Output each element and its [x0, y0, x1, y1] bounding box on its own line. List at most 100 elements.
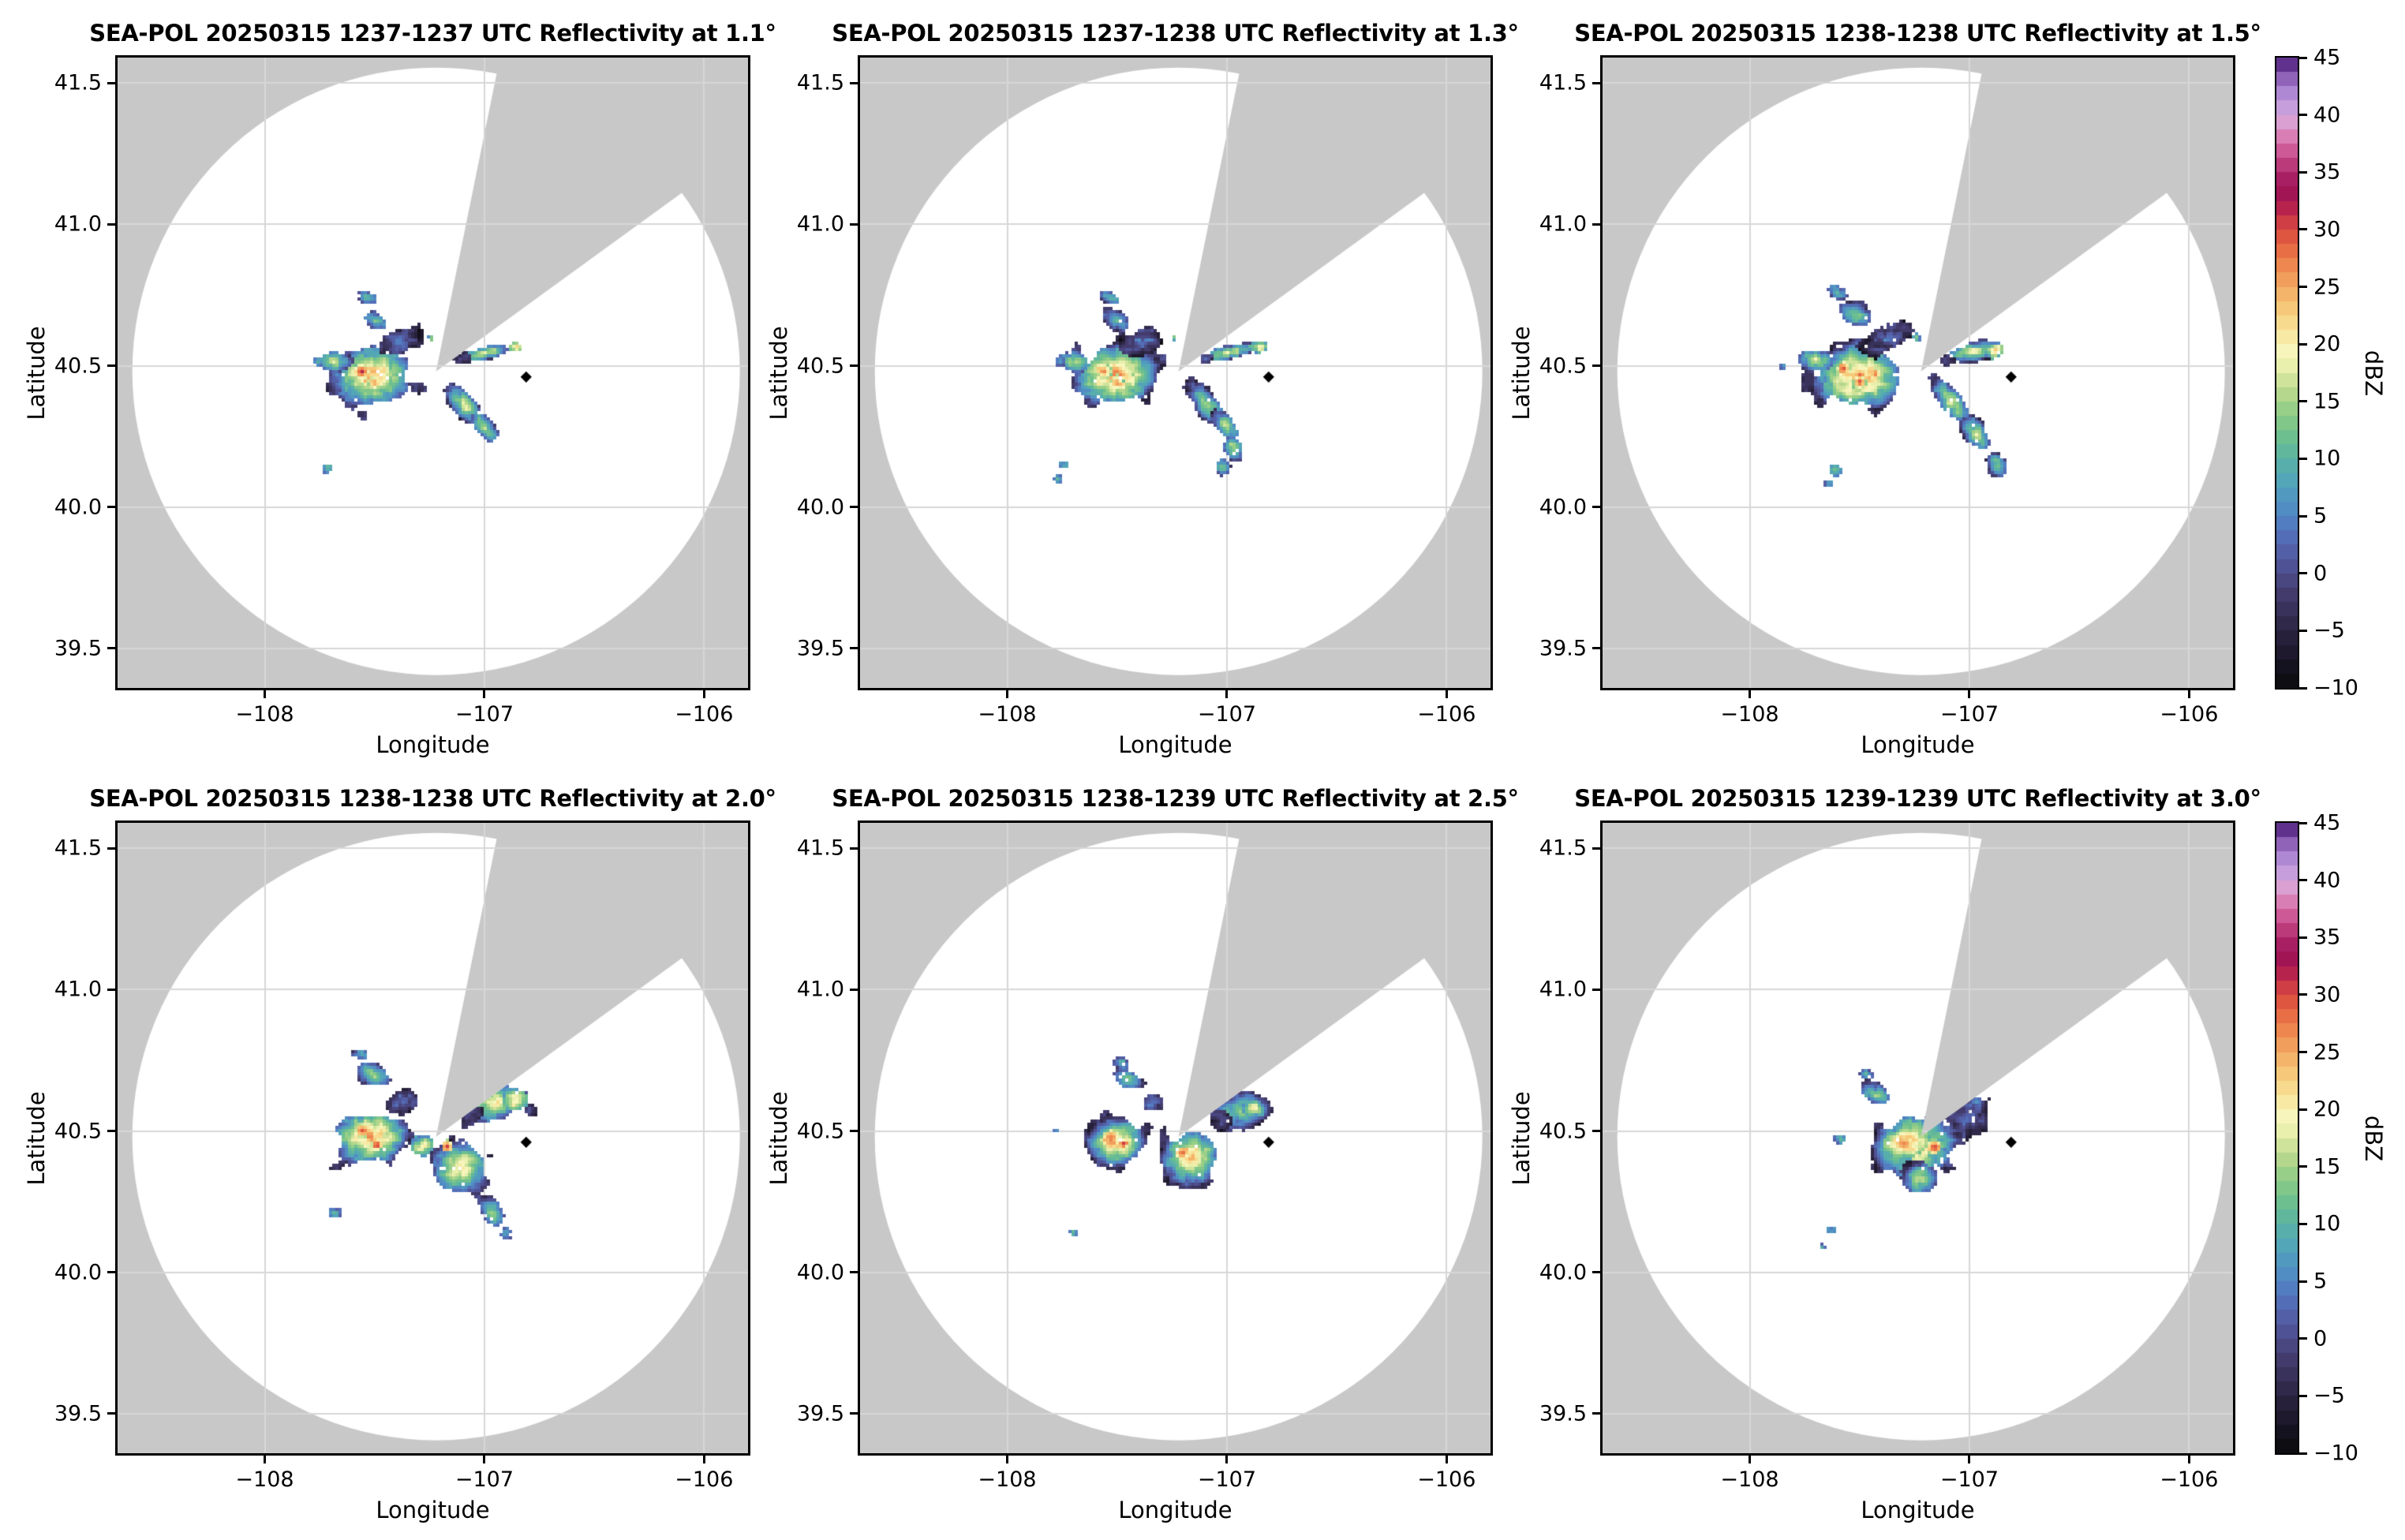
colorbar-tick-label: 35 — [2313, 925, 2341, 950]
colorbar-tick-mark — [2299, 1051, 2307, 1054]
colorbar-tick-label: 25 — [2313, 275, 2341, 300]
y-tick-mark — [850, 988, 858, 991]
colorbar-tick-mark — [2299, 879, 2307, 882]
colorbar-tick-mark — [2299, 821, 2307, 824]
x-tick-label: −106 — [1417, 702, 1476, 727]
colorbar-tick-label: 45 — [2313, 810, 2341, 835]
x-tick-mark — [702, 1456, 705, 1463]
y-tick-mark — [107, 1412, 115, 1415]
y-tick-mark — [850, 506, 858, 509]
y-tick-label: 39.5 — [54, 1401, 102, 1426]
y-tick-mark — [1592, 364, 1600, 368]
colorbar-tick-mark — [2299, 1337, 2307, 1340]
x-tick-mark — [1445, 690, 1448, 698]
y-tick-label: 40.5 — [1539, 1119, 1587, 1144]
y-tick-label: 41.5 — [54, 70, 102, 95]
x-tick-mark — [1968, 1456, 1971, 1463]
x-tick-mark — [1445, 1456, 1448, 1463]
y-tick-label: 41.0 — [54, 211, 102, 237]
colorbar-tick-mark — [2299, 1108, 2307, 1111]
panel-title: SEA-POL 20250315 1239-1239 UTC Reflectiv… — [1574, 785, 2261, 812]
x-tick-label: −106 — [2160, 702, 2219, 727]
panel-title: SEA-POL 20250315 1238-1239 UTC Reflectiv… — [832, 785, 1519, 812]
y-tick-mark — [1592, 1271, 1600, 1274]
x-tick-mark — [264, 1456, 267, 1463]
x-tick-label: −106 — [675, 1467, 734, 1492]
x-tick-mark — [1225, 690, 1229, 698]
x-axis-label: Longitude — [1118, 731, 1232, 758]
y-axis-label: Latitude — [23, 1090, 50, 1186]
y-tick-label: 41.0 — [1539, 211, 1587, 237]
radar-ppi-canvas-4 — [118, 823, 748, 1453]
x-tick-label: −106 — [2160, 1467, 2219, 1492]
y-tick-mark — [850, 364, 858, 368]
colorbar-tick-label: 30 — [2313, 982, 2341, 1007]
colorbar-tick-mark — [2299, 400, 2307, 403]
colorbar-tick-label: 15 — [2313, 389, 2341, 414]
colorbar-tick-mark — [2299, 170, 2307, 174]
colorbar-tick-label: 25 — [2313, 1040, 2341, 1065]
y-tick-label: 39.5 — [796, 1401, 844, 1426]
colorbar — [2275, 821, 2299, 1455]
y-tick-mark — [850, 647, 858, 650]
panel-title: SEA-POL 20250315 1238-1238 UTC Reflectiv… — [1574, 20, 2261, 47]
colorbar-tick-label: 5 — [2313, 1269, 2328, 1294]
x-tick-mark — [1006, 690, 1009, 698]
y-tick-label: 40.0 — [796, 495, 844, 520]
plot-area — [858, 55, 1493, 690]
x-tick-label: −108 — [978, 1467, 1037, 1492]
y-axis-label: Latitude — [765, 1090, 792, 1186]
colorbar-tick-mark — [2299, 342, 2307, 346]
x-tick-label: −107 — [1197, 702, 1257, 727]
y-tick-mark — [107, 647, 115, 650]
x-tick-label: −107 — [454, 1467, 514, 1492]
y-tick-mark — [107, 988, 115, 991]
y-tick-mark — [850, 1130, 858, 1133]
y-tick-label: 41.5 — [796, 835, 844, 861]
y-tick-mark — [850, 1412, 858, 1415]
y-tick-mark — [107, 364, 115, 368]
colorbar-tick-mark — [2299, 1394, 2307, 1397]
x-axis-label: Longitude — [1861, 1497, 1975, 1523]
colorbar-tick-mark — [2299, 1280, 2307, 1283]
plot-area — [858, 820, 1493, 1456]
x-tick-mark — [1749, 690, 1752, 698]
y-tick-label: 41.5 — [1539, 70, 1587, 95]
panel-title: SEA-POL 20250315 1237-1237 UTC Reflectiv… — [89, 20, 776, 47]
x-tick-label: −108 — [1720, 1467, 1779, 1492]
colorbar-tick-label: 30 — [2313, 217, 2341, 242]
y-tick-label: 40.5 — [796, 1119, 844, 1144]
colorbar-tick-mark — [2299, 993, 2307, 996]
y-tick-mark — [850, 222, 858, 226]
panel-title: SEA-POL 20250315 1237-1238 UTC Reflectiv… — [832, 20, 1519, 47]
colorbar-tick-label: 10 — [2313, 1211, 2341, 1236]
x-tick-mark — [1225, 1456, 1229, 1463]
radar-ppi-canvas-3 — [1603, 58, 2233, 688]
x-tick-label: −107 — [1939, 1467, 1999, 1492]
y-tick-mark — [850, 847, 858, 850]
y-tick-label: 41.0 — [796, 977, 844, 1002]
colorbar-tick-label: 15 — [2313, 1154, 2341, 1179]
colorbar-tick-label: 20 — [2313, 1097, 2341, 1122]
y-tick-label: 41.0 — [1539, 977, 1587, 1002]
x-tick-label: −106 — [675, 702, 734, 727]
colorbar-tick-label: −5 — [2313, 618, 2345, 643]
y-tick-label: 40.5 — [54, 1119, 102, 1144]
plot-area — [1600, 55, 2235, 690]
y-tick-label: 41.0 — [54, 977, 102, 1002]
x-tick-mark — [483, 690, 486, 698]
colorbar-gradient-canvas — [2276, 823, 2298, 1453]
x-tick-mark — [702, 690, 705, 698]
colorbar-tick-label: 10 — [2313, 446, 2341, 471]
colorbar-tick-mark — [2299, 286, 2307, 289]
x-tick-label: −108 — [235, 702, 294, 727]
colorbar-tick-mark — [2299, 629, 2307, 632]
y-tick-label: 40.5 — [54, 353, 102, 379]
x-tick-label: −106 — [1417, 1467, 1476, 1492]
x-tick-label: −108 — [235, 1467, 294, 1492]
colorbar-axis-label: dBZ — [2360, 1115, 2387, 1161]
y-tick-mark — [107, 1271, 115, 1274]
x-tick-mark — [483, 1456, 486, 1463]
radar-ppi-canvas-6 — [1603, 823, 2233, 1453]
